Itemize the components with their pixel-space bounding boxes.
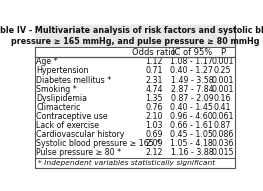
Text: 0.25: 0.25: [214, 66, 231, 75]
Text: 1.35: 1.35: [145, 94, 163, 103]
Text: 0.40 - 1.27: 0.40 - 1.27: [170, 66, 213, 75]
Text: 0.66 - 1.61: 0.66 - 1.61: [170, 121, 213, 130]
Text: 1.08 - 1.17: 1.08 - 1.17: [170, 57, 213, 66]
Text: 0.001: 0.001: [211, 85, 234, 94]
Text: 2.12: 2.12: [145, 148, 163, 157]
Bar: [35, 25, 235, 47]
Text: 2.10: 2.10: [145, 112, 163, 121]
Text: Table IV - Multivariate analysis of risk factors and systolic blood
pressure ≥ 1: Table IV - Multivariate analysis of risk…: [0, 27, 263, 46]
Text: 2.31: 2.31: [145, 75, 163, 84]
Text: * Independent variables statistically significant: * Independent variables statistically si…: [38, 160, 215, 166]
Text: Contraceptive use: Contraceptive use: [36, 112, 108, 121]
Text: 0.76: 0.76: [145, 103, 163, 112]
Text: 2.09: 2.09: [145, 139, 163, 148]
Text: 0.41: 0.41: [214, 103, 231, 112]
Text: 0.96 - 4.60: 0.96 - 4.60: [170, 112, 213, 121]
Text: Lack of exercise: Lack of exercise: [36, 121, 99, 130]
Text: 0.036: 0.036: [211, 139, 234, 148]
Text: 0.87 - 2.09: 0.87 - 2.09: [170, 94, 213, 103]
Text: Cardiovascular history: Cardiovascular history: [36, 130, 125, 139]
Text: Climacteric: Climacteric: [36, 103, 81, 112]
Text: 1.05 - 4.18: 1.05 - 4.18: [170, 139, 213, 148]
Text: IC of 95%: IC of 95%: [172, 48, 212, 57]
Text: Age *: Age *: [36, 57, 58, 66]
Text: Systolic blood pressure ≥ 165 *: Systolic blood pressure ≥ 165 *: [36, 139, 161, 148]
Text: 4.74: 4.74: [145, 85, 163, 94]
Text: 0.71: 0.71: [145, 66, 163, 75]
Text: 1.03: 1.03: [145, 121, 163, 130]
Text: 0.086: 0.086: [211, 130, 234, 139]
Text: 0.001: 0.001: [211, 57, 234, 66]
Text: 0.87: 0.87: [214, 121, 231, 130]
Text: Pulse pressure ≥ 80 *: Pulse pressure ≥ 80 *: [36, 148, 122, 157]
Text: 2.87 - 7.84: 2.87 - 7.84: [170, 85, 213, 94]
Text: Diabetes mellitus *: Diabetes mellitus *: [36, 75, 112, 84]
Text: 0.45 - 1.05: 0.45 - 1.05: [170, 130, 213, 139]
Text: 0.015: 0.015: [211, 148, 234, 157]
Text: 0.001: 0.001: [211, 75, 234, 84]
Text: 0.061: 0.061: [211, 112, 234, 121]
Text: Smoking *: Smoking *: [36, 85, 77, 94]
Text: 1.16 - 3.88: 1.16 - 3.88: [170, 148, 213, 157]
Text: 0.40 - 1.45: 0.40 - 1.45: [170, 103, 213, 112]
Text: P: P: [220, 48, 225, 57]
Text: 0.69: 0.69: [145, 130, 163, 139]
Text: 1.49 - 3.58: 1.49 - 3.58: [170, 75, 213, 84]
Text: 0.16: 0.16: [214, 94, 231, 103]
Text: Hypertension: Hypertension: [36, 66, 89, 75]
Text: Dyslipidemia: Dyslipidemia: [36, 94, 87, 103]
Text: Odds ratio: Odds ratio: [132, 48, 176, 57]
Text: 1.12: 1.12: [145, 57, 163, 66]
